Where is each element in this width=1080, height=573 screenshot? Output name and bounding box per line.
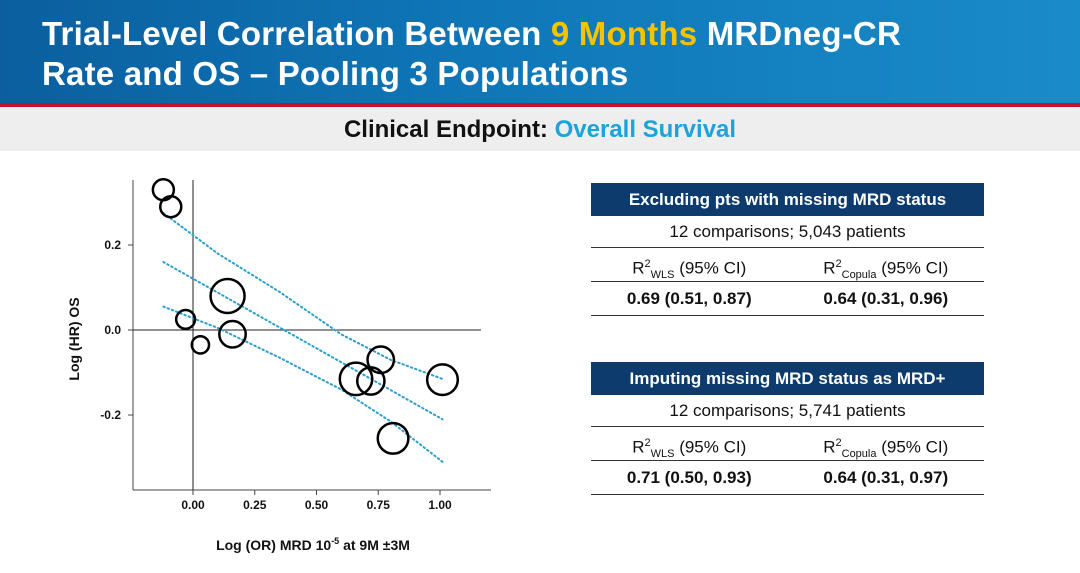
ci-lower-line <box>162 305 444 463</box>
value-wls: 0.69 (0.51, 0.87) <box>626 289 752 308</box>
table-values-row: 0.71 (0.50, 0.93) 0.64 (0.31, 0.97) <box>591 461 984 495</box>
data-points <box>151 178 460 455</box>
ci-upper-line <box>162 212 444 380</box>
data-point <box>159 195 183 219</box>
table-column-headers: R2WLS (95% CI) R2Copula (95% CI) <box>591 248 984 282</box>
slide-header: Trial-Level Correlation Between 9 Months… <box>0 0 1080 103</box>
results-table-imputing: Imputing missing MRD status as MRD+ 12 c… <box>591 362 984 495</box>
x-tick-label: 0.00 <box>181 498 205 512</box>
table-column-headers: R2WLS (95% CI) R2Copula (95% CI) <box>591 427 984 461</box>
results-table-excluding: Excluding pts with missing MRD status 12… <box>591 183 984 316</box>
data-point <box>209 277 246 315</box>
col-header-copula: R2Copula (95% CI) <box>823 437 949 461</box>
table-caption: 12 comparisons; 5,043 patients <box>591 216 984 248</box>
y-tick-label: -0.2 <box>100 408 121 422</box>
table-values-row: 0.69 (0.51, 0.87) 0.64 (0.31, 0.96) <box>591 282 984 316</box>
x-axis-title: Log (OR) MRD 10-5 at 9M ±3M <box>216 536 410 553</box>
slide-title: Trial-Level Correlation Between 9 Months… <box>42 14 901 94</box>
data-point <box>218 319 247 349</box>
data-point <box>338 361 374 397</box>
table-header: Imputing missing MRD status as MRD+ <box>591 362 984 395</box>
title-line2: Rate and OS – Pooling 3 Populations <box>42 55 629 92</box>
header-divider <box>0 103 1080 107</box>
title-part1: Trial-Level Correlation Between <box>42 15 551 52</box>
chart-axes <box>128 180 491 495</box>
x-tick-label: 0.75 <box>367 498 391 512</box>
table-caption: 12 comparisons; 5,741 patients <box>591 395 984 427</box>
y-axis-title: Log (HR) OS <box>66 297 82 380</box>
y-tick-label: 0.2 <box>104 238 121 252</box>
chart-labels: 0.00 0.25 0.50 0.75 1.00 0.2 0.0 -0.2 Log (OR) M… <box>66 238 452 553</box>
regression-line <box>162 261 444 421</box>
title-highlight: 9 Months <box>550 15 698 52</box>
data-point <box>376 421 410 455</box>
y-tick-label: 0.0 <box>104 323 121 337</box>
data-point <box>190 335 211 355</box>
confidence-band <box>162 212 444 463</box>
col-header-wls: R2WLS (95% CI) <box>632 258 747 282</box>
subtitle-label: Clinical Endpoint: <box>343 116 548 143</box>
col-header-copula: R2Copula (95% CI) <box>823 258 949 282</box>
x-tick-label: 0.50 <box>305 498 329 512</box>
subtitle-value: Overall Survival <box>554 116 737 143</box>
value-copula: 0.64 (0.31, 0.97) <box>823 468 949 487</box>
value-wls: 0.71 (0.50, 0.93) <box>626 468 752 487</box>
x-tick-label: 0.25 <box>243 498 267 512</box>
table-header: Excluding pts with missing MRD status <box>591 183 984 216</box>
data-point <box>355 366 386 396</box>
data-point <box>174 308 197 331</box>
x-tick-label: 1.00 <box>428 498 452 512</box>
subtitle-bar: Clinical Endpoint: Overall Survival <box>0 107 1080 151</box>
col-header-wls: R2WLS (95% CI) <box>632 437 747 461</box>
data-point <box>425 363 460 397</box>
value-copula: 0.64 (0.31, 0.96) <box>823 289 949 308</box>
title-part2: MRDneg-CR <box>697 15 901 52</box>
